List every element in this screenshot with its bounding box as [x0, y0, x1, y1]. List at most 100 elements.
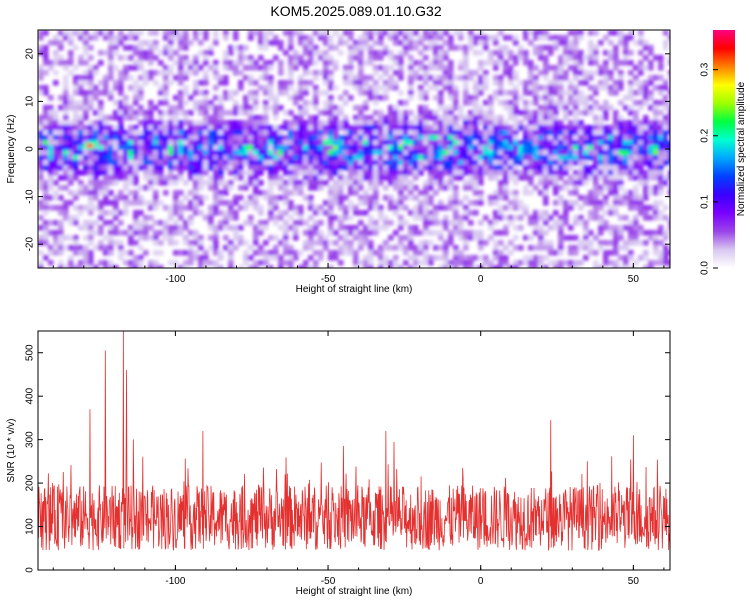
heatmap-cell: [143, 135, 149, 141]
heatmap-cell: [353, 185, 359, 191]
heatmap-cell: [523, 145, 529, 151]
heatmap-cell: [313, 210, 319, 216]
heatmap-cell: [398, 115, 404, 121]
heatmap-cell: [238, 55, 244, 61]
heatmap-cell: [138, 45, 144, 51]
heatmap-cell: [48, 260, 54, 266]
heatmap-cell: [618, 100, 624, 106]
heatmap-cell: [438, 65, 444, 71]
heatmap-cell: [403, 150, 409, 156]
heatmap-cell: [133, 260, 139, 266]
heatmap-cell: [238, 105, 244, 111]
heatmap-cell: [148, 200, 154, 206]
heatmap-cell: [148, 100, 154, 106]
heatmap-cell: [148, 225, 154, 231]
heatmap-cell: [48, 250, 54, 256]
heatmap-cell: [568, 100, 574, 106]
heatmap-cell: [38, 200, 44, 206]
heatmap-cell: [323, 150, 329, 156]
heatmap-cell: [198, 130, 204, 136]
heatmap-cell: [548, 140, 554, 146]
heatmap-cell: [628, 60, 634, 66]
heatmap-cell: [168, 205, 174, 211]
heatmap-cell: [518, 260, 524, 266]
heatmap-cell: [563, 100, 569, 106]
heatmap-cell: [478, 235, 484, 241]
heatmap-cell: [443, 140, 449, 146]
heatmap-cell: [88, 230, 94, 236]
heatmap-cell: [638, 205, 644, 211]
heatmap-cell: [158, 60, 164, 66]
heatmap-cell: [48, 170, 54, 176]
heatmap-cell: [198, 200, 204, 206]
heatmap-cell: [203, 195, 209, 201]
heatmap-cell: [318, 130, 324, 136]
heatmap-cell: [148, 155, 154, 161]
heatmap-cell: [128, 110, 134, 116]
heatmap-cell: [78, 140, 84, 146]
heatmap-cell: [283, 195, 289, 201]
heatmap-cell: [253, 160, 259, 166]
heatmap-cell: [58, 245, 64, 251]
heatmap-cell: [288, 225, 294, 231]
heatmap-cell: [608, 125, 614, 131]
heatmap-cell: [293, 55, 299, 61]
heatmap-cell: [228, 120, 234, 126]
heatmap-cell: [643, 55, 649, 61]
heatmap-cell: [198, 90, 204, 96]
heatmap-cell: [368, 150, 374, 156]
heatmap-cell: [88, 210, 94, 216]
heatmap-cell: [303, 85, 309, 91]
heatmap-cell: [308, 115, 314, 121]
heatmap-cell: [613, 130, 619, 136]
heatmap-cell: [468, 175, 474, 181]
heatmap-cell: [293, 225, 299, 231]
heatmap-cell: [368, 215, 374, 221]
heatmap-cell: [253, 225, 259, 231]
heatmap-cell: [118, 100, 124, 106]
heatmap-cell: [273, 130, 279, 136]
heatmap-cell: [273, 55, 279, 61]
heatmap-cell: [198, 40, 204, 46]
heatmap-cell: [63, 155, 69, 161]
heatmap-cell: [663, 135, 669, 141]
heatmap-cell: [123, 170, 129, 176]
heatmap-cell: [308, 155, 314, 161]
heatmap-cell: [633, 205, 639, 211]
heatmap-cell: [458, 230, 464, 236]
heatmap-cell: [128, 155, 134, 161]
heatmap-cell: [648, 130, 654, 136]
heatmap-cell: [233, 160, 239, 166]
heatmap-cell: [313, 170, 319, 176]
heatmap-cell: [68, 40, 74, 46]
heatmap-cell: [638, 255, 644, 261]
heatmap-cell: [493, 215, 499, 221]
heatmap-cell: [363, 170, 369, 176]
heatmap-cell: [98, 130, 104, 136]
heatmap-cell: [53, 115, 59, 121]
heatmap-cell: [563, 55, 569, 61]
heatmap-cell: [443, 215, 449, 221]
heatmap-cell: [353, 160, 359, 166]
heatmap-cell: [358, 120, 364, 126]
heatmap-cell: [398, 100, 404, 106]
heatmap-cell: [308, 40, 314, 46]
heatmap-cell: [408, 170, 414, 176]
heatmap-cell: [583, 150, 589, 156]
heatmap-cell: [143, 115, 149, 121]
heatmap-cell: [103, 50, 109, 56]
heatmap-cell: [108, 150, 114, 156]
heatmap-cell: [223, 180, 229, 186]
heatmap-cell: [328, 105, 334, 111]
heatmap-cell: [333, 240, 339, 246]
heatmap-cell: [308, 165, 314, 171]
heatmap-cell: [43, 105, 49, 111]
heatmap-cell: [103, 190, 109, 196]
heatmap-cell: [508, 170, 514, 176]
heatmap-cell: [443, 165, 449, 171]
heatmap-cell: [648, 160, 654, 166]
heatmap-cell: [348, 175, 354, 181]
heatmap-cell: [253, 95, 259, 101]
heatmap-cell: [128, 190, 134, 196]
heatmap-cell: [608, 50, 614, 56]
